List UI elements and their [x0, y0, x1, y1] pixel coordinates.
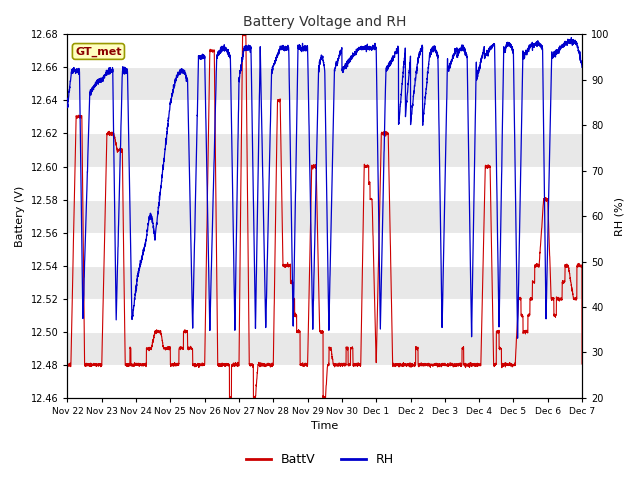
X-axis label: Time: Time [311, 421, 339, 432]
Y-axis label: Battery (V): Battery (V) [15, 185, 25, 247]
Bar [67, 265, 582, 299]
Title: Battery Voltage and RH: Battery Voltage and RH [243, 15, 406, 29]
Bar [67, 332, 582, 365]
Bar [67, 167, 582, 200]
Bar [67, 299, 582, 332]
Bar [67, 233, 582, 265]
Bar [67, 67, 582, 100]
Text: GT_met: GT_met [75, 47, 122, 57]
Bar [67, 200, 582, 233]
Bar [67, 365, 582, 398]
Bar [67, 35, 582, 67]
Bar [67, 133, 582, 167]
Y-axis label: RH (%): RH (%) [615, 197, 625, 236]
Bar [67, 100, 582, 133]
Legend: BattV, RH: BattV, RH [241, 448, 399, 471]
